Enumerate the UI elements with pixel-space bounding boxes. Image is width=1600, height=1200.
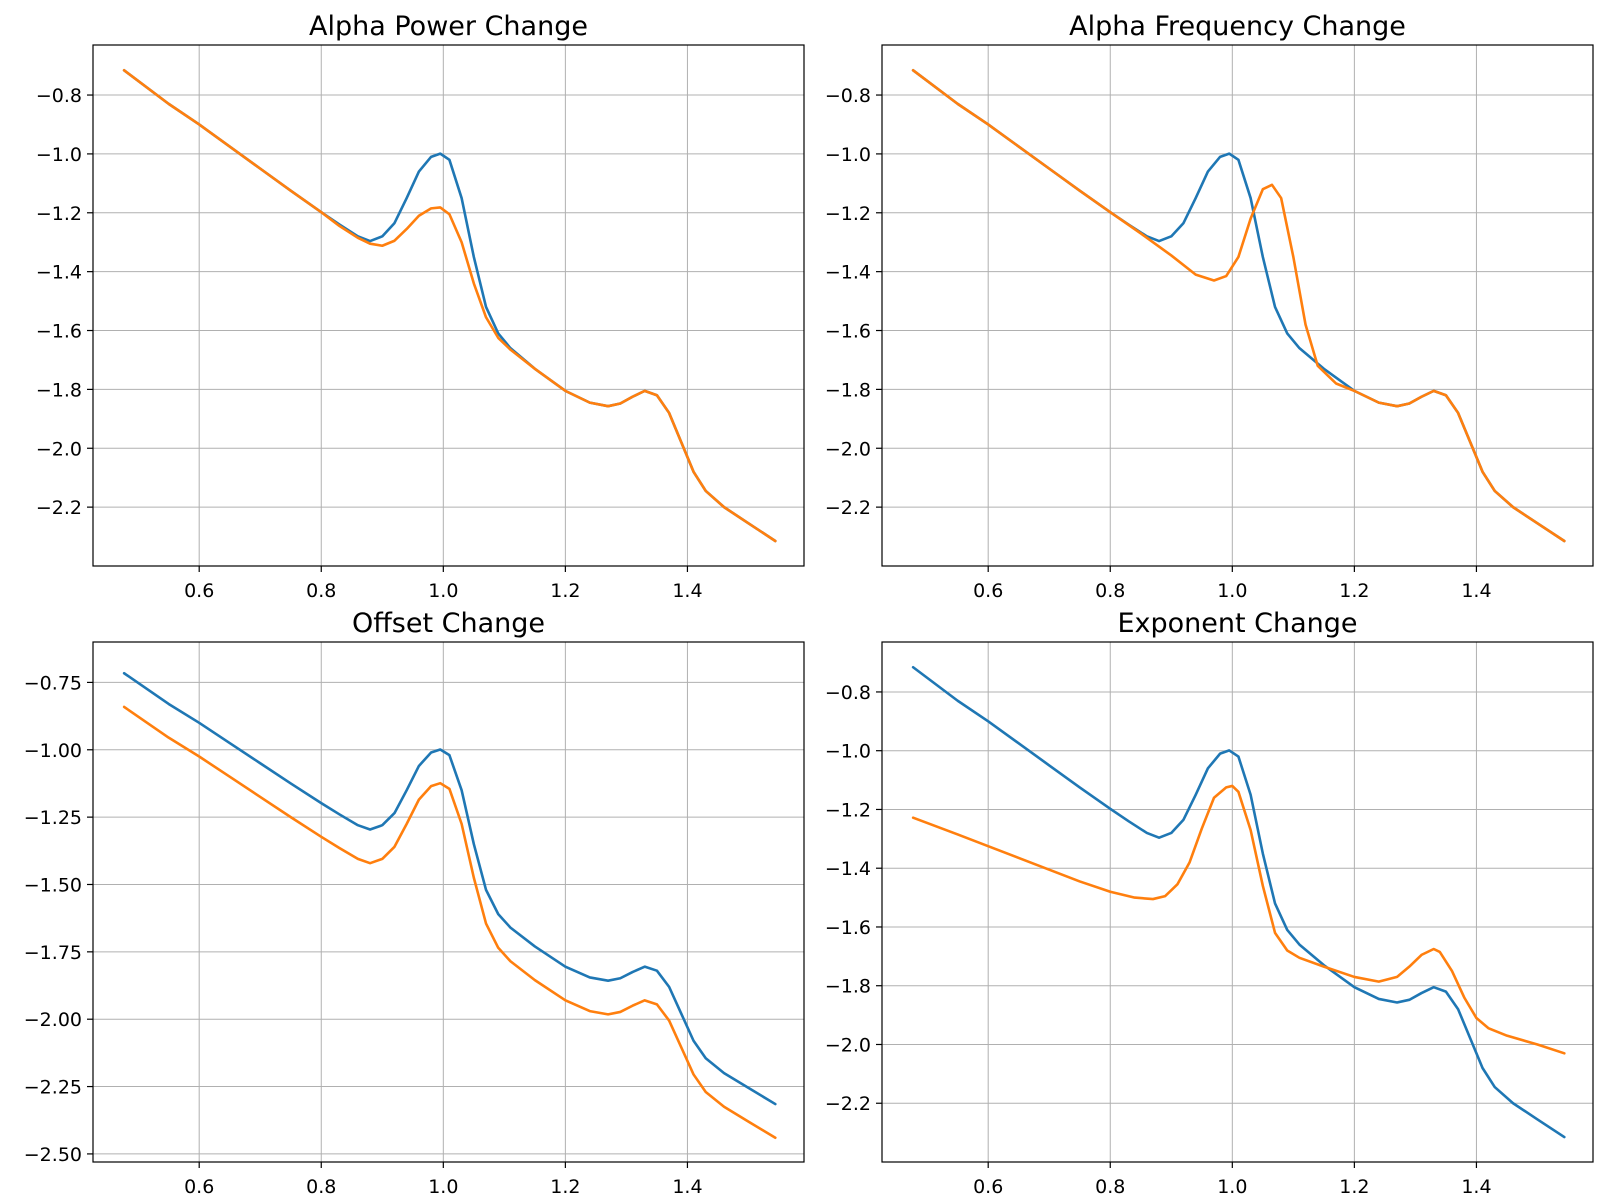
- y-tick-label: −1.8: [825, 379, 871, 401]
- y-tick-label: −1.4: [825, 262, 871, 284]
- x-tick-label: 1.0: [1217, 1176, 1247, 1198]
- x-tick-label: 0.6: [184, 1176, 214, 1198]
- y-tick-label: −1.8: [36, 379, 82, 401]
- y-tick-label: −2.2: [825, 1093, 871, 1115]
- y-tick-label: −1.00: [24, 740, 82, 762]
- chart-title: Alpha Power Change: [309, 11, 588, 42]
- series-line-1: [122, 671, 777, 1106]
- chart-title: Offset Change: [352, 608, 545, 639]
- y-tick-label: −2.50: [24, 1144, 82, 1166]
- x-tick-label: 0.8: [306, 580, 336, 602]
- grid: [93, 45, 804, 566]
- y-tick-label: −0.8: [36, 85, 82, 107]
- y-tick-label: −1.75: [24, 942, 82, 964]
- y-tick-label: −2.25: [24, 1077, 82, 1099]
- y-tick-label: −1.6: [36, 321, 82, 343]
- y-tick-label: −1.8: [825, 976, 871, 998]
- y-tick-label: −1.0: [825, 144, 871, 166]
- series-line-2: [911, 69, 1566, 543]
- grid: [93, 642, 804, 1162]
- series-line-2: [122, 69, 777, 543]
- y-tick-label: −1.6: [825, 321, 871, 343]
- x-tick-label: 0.6: [184, 580, 214, 602]
- series-line-1: [911, 665, 1566, 1139]
- x-tick-label: 1.2: [550, 1176, 580, 1198]
- y-tick-label: −1.50: [24, 874, 82, 896]
- x-tick-label: 1.0: [1217, 580, 1247, 602]
- y-tick-label: −1.0: [36, 144, 82, 166]
- plot-frame: [881, 641, 1594, 1163]
- x-tick-label: 1.2: [1339, 1176, 1369, 1198]
- y-tick-label: −2.0: [36, 438, 82, 460]
- x-tick-label: 1.4: [1461, 1176, 1491, 1198]
- plot-frame: [92, 44, 805, 567]
- y-tick-label: −0.8: [825, 682, 871, 704]
- y-tick-label: −1.2: [825, 203, 871, 225]
- x-tick-label: 1.4: [672, 580, 702, 602]
- y-tick-label: −1.2: [825, 799, 871, 821]
- y-tick-label: −1.2: [36, 203, 82, 225]
- y-tick-label: −1.0: [825, 741, 871, 763]
- y-tick-label: −2.2: [36, 497, 82, 519]
- grid: [882, 45, 1593, 566]
- series-line-2: [122, 705, 777, 1140]
- y-tick-label: −0.8: [825, 85, 871, 107]
- y-tick-label: −2.2: [825, 497, 871, 519]
- y-tick-label: −1.4: [36, 262, 82, 284]
- x-tick-label: 1.4: [672, 1176, 702, 1198]
- y-tick-label: −2.00: [24, 1009, 82, 1031]
- y-tick-label: −0.75: [24, 672, 82, 694]
- x-tick-label: 1.2: [550, 580, 580, 602]
- x-tick-label: 1.0: [428, 580, 458, 602]
- x-tick-label: 1.2: [1339, 580, 1369, 602]
- x-tick-label: 0.8: [1095, 1176, 1125, 1198]
- grid: [882, 642, 1593, 1162]
- y-tick-label: −1.25: [24, 807, 82, 829]
- y-tick-label: −1.4: [825, 858, 871, 880]
- x-tick-label: 0.8: [1095, 580, 1125, 602]
- series-line-2: [911, 784, 1566, 1055]
- chart-title: Exponent Change: [1117, 608, 1357, 639]
- x-tick-label: 1.0: [428, 1176, 458, 1198]
- plot-frame: [92, 641, 805, 1163]
- y-tick-label: −2.0: [825, 438, 871, 460]
- plot-frame: [881, 44, 1594, 567]
- chart-title: Alpha Frequency Change: [1069, 11, 1406, 42]
- y-tick-label: −2.0: [825, 1034, 871, 1056]
- y-tick-label: −1.6: [825, 917, 871, 939]
- x-tick-label: 0.6: [973, 1176, 1003, 1198]
- x-tick-label: 0.6: [973, 580, 1003, 602]
- x-tick-label: 0.8: [306, 1176, 336, 1198]
- x-tick-label: 1.4: [1461, 580, 1491, 602]
